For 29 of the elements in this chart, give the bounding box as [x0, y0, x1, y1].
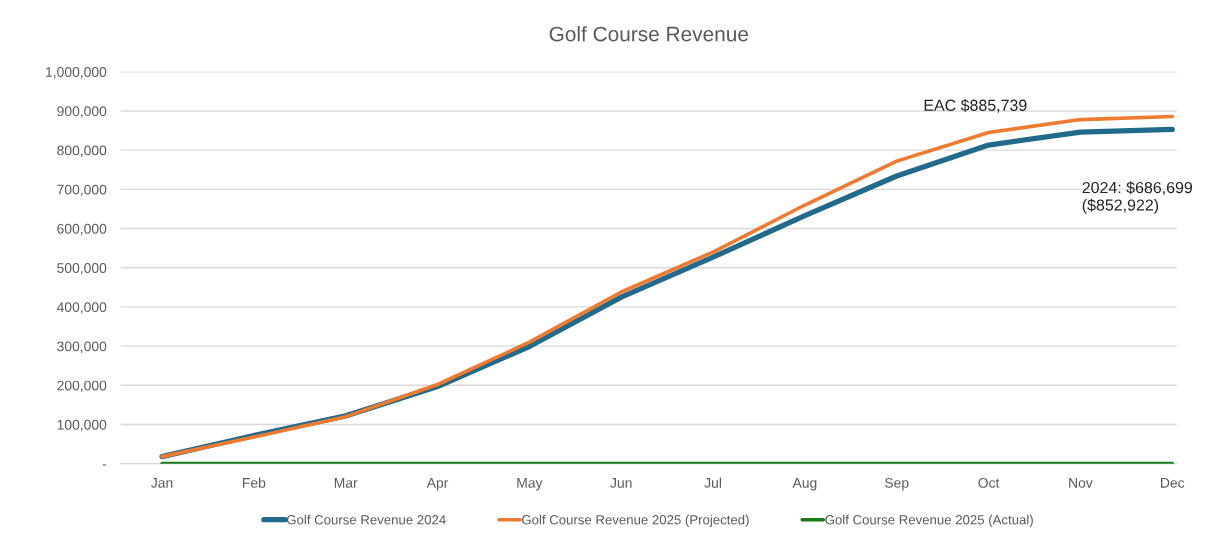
y-tick-label: 700,000	[57, 184, 107, 197]
x-tick-label: Dec	[1161, 478, 1185, 488]
annotation: EAC $885,739	[924, 98, 1027, 113]
x-tick-label: Apr	[426, 478, 449, 491]
y-tick-label: 800,000	[57, 145, 107, 157]
x-tick-label: Mar	[334, 478, 358, 488]
legend-label: Golf Course Revenue 2025 (Actual)	[825, 514, 1033, 528]
chart-title: Golf Course Revenue	[549, 26, 749, 42]
x-tick-label: Nov	[1069, 478, 1093, 488]
y-tick-label: 100,000	[57, 419, 107, 432]
x-tick-label: Jul	[704, 477, 721, 488]
annotation: 2024: $686,699 ($852,922)	[1082, 181, 1193, 214]
y-tick-label: 500,000	[57, 263, 107, 275]
legend-label: Golf Course Revenue 2025 (Projected)	[522, 514, 749, 528]
x-tick-label: Aug	[792, 478, 817, 491]
legend-label: Golf Course Revenue 2024	[286, 514, 446, 525]
y-tick-label: 200,000	[57, 380, 107, 393]
y-tick-label: -	[102, 464, 107, 466]
x-tick-label: Jan	[151, 478, 173, 488]
y-tick-label: 300,000	[57, 341, 107, 353]
x-tick-label: Oct	[978, 477, 1000, 488]
y-tick-label: 1,000,000	[46, 67, 107, 79]
y-tick-label: 900,000	[57, 106, 107, 118]
x-tick-label: Jun	[610, 478, 632, 488]
x-tick-label: Sep	[885, 477, 909, 491]
x-tick-label: May	[517, 478, 543, 491]
x-tick-label: Feb	[243, 477, 266, 488]
y-tick-label: 400,000	[56, 302, 107, 314]
y-tick-label: 600,000	[57, 223, 107, 236]
